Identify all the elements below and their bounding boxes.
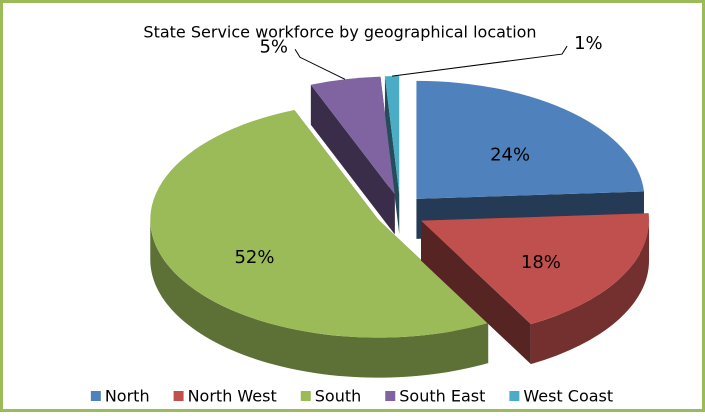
leader-line [392, 45, 568, 77]
legend-swatch [173, 391, 184, 401]
legend-label: West Coast [523, 387, 613, 406]
legend-swatch [385, 391, 396, 401]
slice [421, 213, 650, 325]
slice [150, 109, 489, 338]
data-label: 24% [490, 144, 530, 165]
legend-swatch [90, 391, 101, 401]
data-label: 52% [234, 247, 274, 268]
data-label: 5% [259, 36, 288, 57]
slice [416, 80, 644, 199]
leader-line [294, 49, 346, 80]
chart-title: State Service workforce by geographical … [143, 23, 536, 42]
slice-side [310, 84, 395, 235]
data-label: 1% [574, 33, 603, 54]
legend-swatch [509, 391, 520, 401]
legend-label: North West [188, 387, 277, 406]
legend-label: North [105, 387, 150, 406]
slice [310, 76, 395, 195]
legend-swatch [300, 391, 311, 401]
slice [384, 76, 400, 195]
slice-wall [530, 220, 650, 365]
slice-side [384, 76, 400, 235]
legend-label: South East [399, 387, 485, 406]
data-label: 18% [521, 252, 561, 273]
slice-side [421, 220, 531, 365]
slice-wall [150, 219, 489, 378]
legend-label: South [315, 387, 362, 406]
